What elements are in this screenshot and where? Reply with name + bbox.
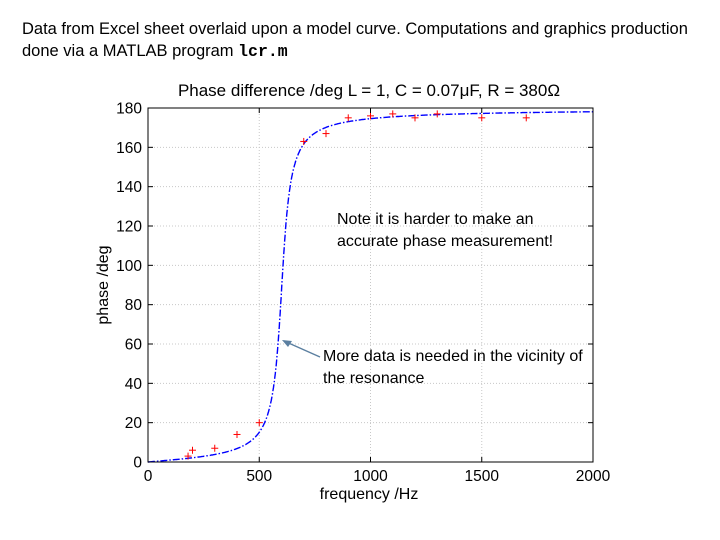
y-axis-label: phase /deg bbox=[95, 245, 112, 324]
caption-text: Data from Excel sheet overlaid upon a mo… bbox=[22, 20, 688, 60]
data-point bbox=[255, 419, 263, 427]
note-phase-accuracy: Note it is harder to make an accurate ph… bbox=[337, 211, 554, 250]
data-point bbox=[189, 446, 196, 454]
data-point bbox=[300, 137, 308, 145]
x-tick-label: 2000 bbox=[576, 468, 611, 485]
model-curve bbox=[148, 110, 593, 463]
grid bbox=[148, 108, 593, 462]
y-tick-label: 40 bbox=[125, 376, 143, 393]
x-tick-label: 1000 bbox=[353, 468, 388, 485]
data-point bbox=[411, 114, 419, 122]
data-point bbox=[211, 444, 219, 452]
tick-labels: 0 500 1000 1500 2000 0 20 40 60 80 100 120 140 160 180 bbox=[116, 101, 610, 486]
data-point bbox=[184, 452, 192, 460]
y-tick-label: 160 bbox=[116, 140, 142, 157]
data-point bbox=[389, 110, 397, 118]
x-tick-label: 0 bbox=[144, 468, 153, 485]
y-tick-label: 0 bbox=[133, 455, 142, 472]
data-point bbox=[233, 430, 241, 438]
data-point bbox=[522, 114, 530, 122]
y-tick-label: 120 bbox=[116, 219, 142, 236]
data-point bbox=[478, 114, 486, 122]
x-tick-label: 500 bbox=[246, 468, 272, 485]
note-resonance-data: More data is needed in the vicinity of t… bbox=[323, 348, 583, 387]
y-tick-label: 140 bbox=[116, 179, 142, 196]
y-tick-label: 100 bbox=[116, 258, 142, 275]
annotation-arrow bbox=[282, 340, 321, 358]
arrow-head bbox=[282, 340, 292, 347]
caption-program: lcr.m bbox=[238, 42, 288, 61]
chart-title: Phase difference /deg L = 1, C = 0.07μF,… bbox=[178, 81, 560, 100]
x-tick-label: 1500 bbox=[465, 468, 500, 485]
y-tick-label: 20 bbox=[125, 415, 143, 432]
data-points-layer bbox=[184, 110, 530, 460]
caption: Data from Excel sheet overlaid upon a mo… bbox=[22, 18, 702, 63]
y-tick-label: 80 bbox=[125, 297, 143, 314]
data-point bbox=[433, 110, 441, 118]
y-tick-label: 180 bbox=[116, 101, 142, 118]
model-curve-layer bbox=[148, 110, 593, 463]
x-axis-label: frequency /Hz bbox=[320, 486, 419, 503]
data-point bbox=[344, 114, 352, 122]
y-tick-label: 60 bbox=[125, 337, 143, 354]
data-point bbox=[367, 112, 374, 120]
data-point bbox=[322, 130, 330, 138]
